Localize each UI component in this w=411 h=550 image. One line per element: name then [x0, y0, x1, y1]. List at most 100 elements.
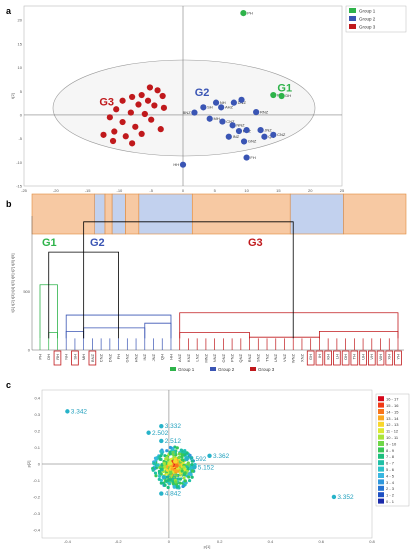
- loading-point: [181, 484, 185, 489]
- y-tick-label: 0.3: [34, 412, 40, 417]
- loading-point: [173, 476, 177, 480]
- y-tick-label: 0: [38, 462, 41, 467]
- labeled-loading-point: [146, 430, 151, 435]
- loading-point: [187, 472, 191, 476]
- loading-point: [182, 465, 186, 469]
- leaf-label: IH: [317, 354, 322, 358]
- legend-swatch: [378, 428, 384, 434]
- leaf-label: WNZ: [291, 353, 296, 363]
- x-tick-label: -15: [85, 188, 92, 193]
- y-tick-label: 0.4: [34, 396, 40, 401]
- loading-point: [170, 467, 174, 471]
- loading-point: [164, 457, 168, 461]
- point-label: 3.362: [213, 453, 230, 460]
- dendrogram-merge: [48, 332, 58, 339]
- loading-point: [183, 479, 187, 483]
- legend-swatch: [349, 8, 356, 13]
- leaf-label: VNZ: [282, 353, 287, 362]
- legend-swatch: [378, 402, 384, 408]
- point-label: FH: [250, 155, 255, 160]
- legend-label: 13 - 14: [386, 416, 399, 421]
- leaf-label: YH: [395, 354, 400, 360]
- cluster-color-bar: [94, 193, 106, 235]
- leaf-label: TH: [352, 354, 357, 359]
- legend-label: 10 - 11: [386, 435, 399, 440]
- point-label: NNZ: [236, 123, 245, 128]
- loading-point: [153, 456, 158, 460]
- legend-label: Group 2: [218, 367, 235, 372]
- leaf-label: RNZ: [247, 353, 252, 362]
- leaf-label: KNZ: [186, 353, 191, 362]
- point-label: BNZ: [183, 110, 192, 115]
- panel-label-c: c: [6, 380, 11, 390]
- loading-point: [190, 456, 194, 460]
- point-label: CNZ: [277, 132, 286, 137]
- legend-label: 3 - 4: [386, 480, 395, 485]
- dendrogram-merge: [65, 330, 85, 339]
- loading-point: [174, 463, 179, 468]
- loading-point: [168, 445, 173, 450]
- leaf-label: QH: [160, 354, 165, 360]
- loading-point: [176, 477, 180, 481]
- point-label: AHZ: [225, 105, 234, 110]
- legend-swatch: [378, 447, 384, 453]
- labeled-loading-point: [331, 494, 337, 500]
- leaf-label: WH: [378, 354, 383, 361]
- loading-point: [181, 453, 185, 457]
- highlight-box: [350, 350, 359, 366]
- leaf-label: TNZ: [264, 353, 269, 361]
- x-tick-label: 0: [168, 539, 171, 544]
- loading-point: [163, 483, 167, 487]
- legend-label: 14 - 15: [386, 409, 399, 414]
- data-point: [138, 130, 145, 137]
- data-point: [144, 97, 152, 104]
- data-point: [113, 106, 120, 113]
- labeled-loading-point: [65, 409, 70, 414]
- loading-point: [171, 452, 175, 456]
- loading-point: [166, 478, 171, 482]
- leaf-label: KH: [326, 354, 331, 360]
- leaf-label: NH: [64, 354, 69, 360]
- loading-point: [177, 452, 182, 456]
- point-label: 6.572: [167, 474, 184, 481]
- leaf-label: QNZ: [238, 353, 243, 362]
- y-tick-label: -0.4: [33, 527, 41, 532]
- point-label: HH: [173, 162, 179, 167]
- data-point: [148, 116, 155, 123]
- panel-label-b: b: [6, 199, 12, 209]
- legend-label: Group 1: [359, 9, 376, 14]
- loading-point: [156, 463, 160, 467]
- loading-point: [175, 485, 179, 489]
- loading-point: [177, 455, 181, 459]
- dendrogram-merge: [179, 312, 399, 339]
- cluster-color-bar: [104, 193, 113, 235]
- point-label: 3.332: [165, 423, 182, 430]
- data-point: [127, 109, 134, 116]
- x-tick-label: -10: [117, 188, 124, 193]
- legend-label: 1 - 2: [386, 493, 395, 498]
- loading-point: [183, 471, 187, 475]
- loading-point: [159, 449, 163, 453]
- loading-point: [157, 469, 161, 473]
- loading-point: [158, 474, 162, 478]
- data-point: [106, 114, 113, 121]
- legend-swatch: [349, 24, 356, 29]
- point-label: GNZ: [248, 139, 257, 144]
- leaf-label: JNZ: [151, 353, 156, 361]
- legend-label: 5 - 6: [386, 467, 395, 472]
- hotelling-ellipse: [52, 59, 316, 157]
- loading-point: [188, 453, 192, 457]
- point-label: CNZ: [226, 119, 235, 124]
- loading-point: [178, 477, 182, 481]
- y-tick-label: 0: [20, 112, 23, 117]
- data-point: [206, 115, 213, 122]
- loading-point: [169, 470, 173, 474]
- point-label: MH: [214, 116, 220, 121]
- labeled-loading-point: [159, 491, 164, 496]
- cluster-color-bar: [111, 193, 126, 235]
- x-tick-label: 0.6: [318, 539, 324, 544]
- data-point: [119, 118, 126, 126]
- data-point: [160, 104, 168, 111]
- legend-label: Group 1: [178, 367, 195, 372]
- legend-swatch: [378, 485, 384, 491]
